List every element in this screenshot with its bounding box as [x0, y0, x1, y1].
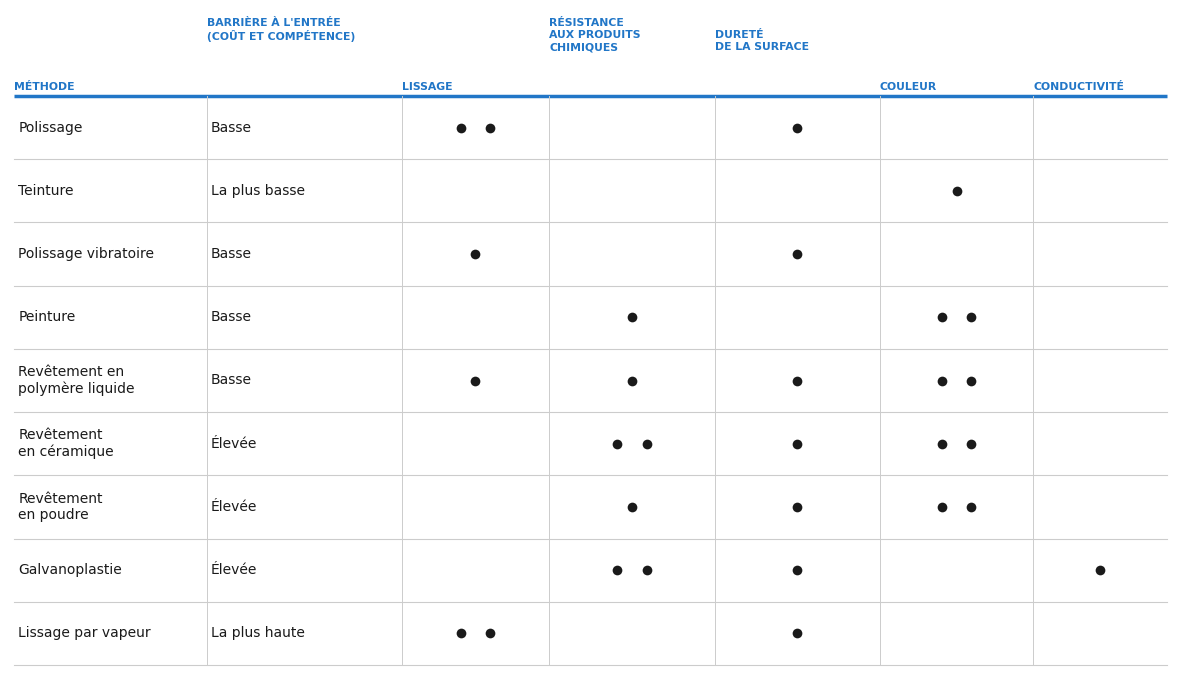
Text: (COÛT ET COMPÉTENCE): (COÛT ET COMPÉTENCE) [207, 30, 355, 42]
Text: Basse: Basse [210, 121, 252, 135]
Text: Basse: Basse [210, 311, 252, 324]
Text: Teinture: Teinture [18, 184, 73, 198]
Text: Élevée: Élevée [210, 500, 257, 514]
Text: Revêtement
en céramique: Revêtement en céramique [18, 428, 113, 459]
Text: DE LA SURFACE: DE LA SURFACE [715, 42, 809, 52]
Text: MÉTHODE: MÉTHODE [14, 82, 74, 92]
Text: Polissage vibratoire: Polissage vibratoire [18, 247, 155, 261]
Text: Polissage: Polissage [18, 121, 83, 135]
Text: Lissage par vapeur: Lissage par vapeur [18, 627, 151, 640]
Text: La plus basse: La plus basse [210, 184, 305, 198]
Text: Peinture: Peinture [18, 311, 76, 324]
Text: COULEUR: COULEUR [880, 82, 937, 92]
Text: AUX PRODUITS: AUX PRODUITS [549, 30, 640, 40]
Text: Élevée: Élevée [210, 563, 257, 577]
Text: Galvanoplastie: Galvanoplastie [18, 563, 122, 577]
Text: Basse: Basse [210, 373, 252, 387]
Text: CONDUCTIVITÉ: CONDUCTIVITÉ [1033, 82, 1124, 92]
Text: Revêtement
en poudre: Revêtement en poudre [18, 492, 103, 522]
Text: Revêtement en
polymère liquide: Revêtement en polymère liquide [18, 365, 135, 396]
Text: La plus haute: La plus haute [210, 627, 305, 640]
Text: BARRIÈRE À L'ENTRÉE: BARRIÈRE À L'ENTRÉE [207, 18, 340, 28]
Text: DURETÉ: DURETÉ [715, 30, 763, 40]
Text: RÉSISTANCE: RÉSISTANCE [549, 18, 624, 28]
Text: CHIMIQUES: CHIMIQUES [549, 42, 618, 52]
Text: Basse: Basse [210, 247, 252, 261]
Text: Élevée: Élevée [210, 437, 257, 451]
Text: LISSAGE: LISSAGE [402, 82, 452, 92]
